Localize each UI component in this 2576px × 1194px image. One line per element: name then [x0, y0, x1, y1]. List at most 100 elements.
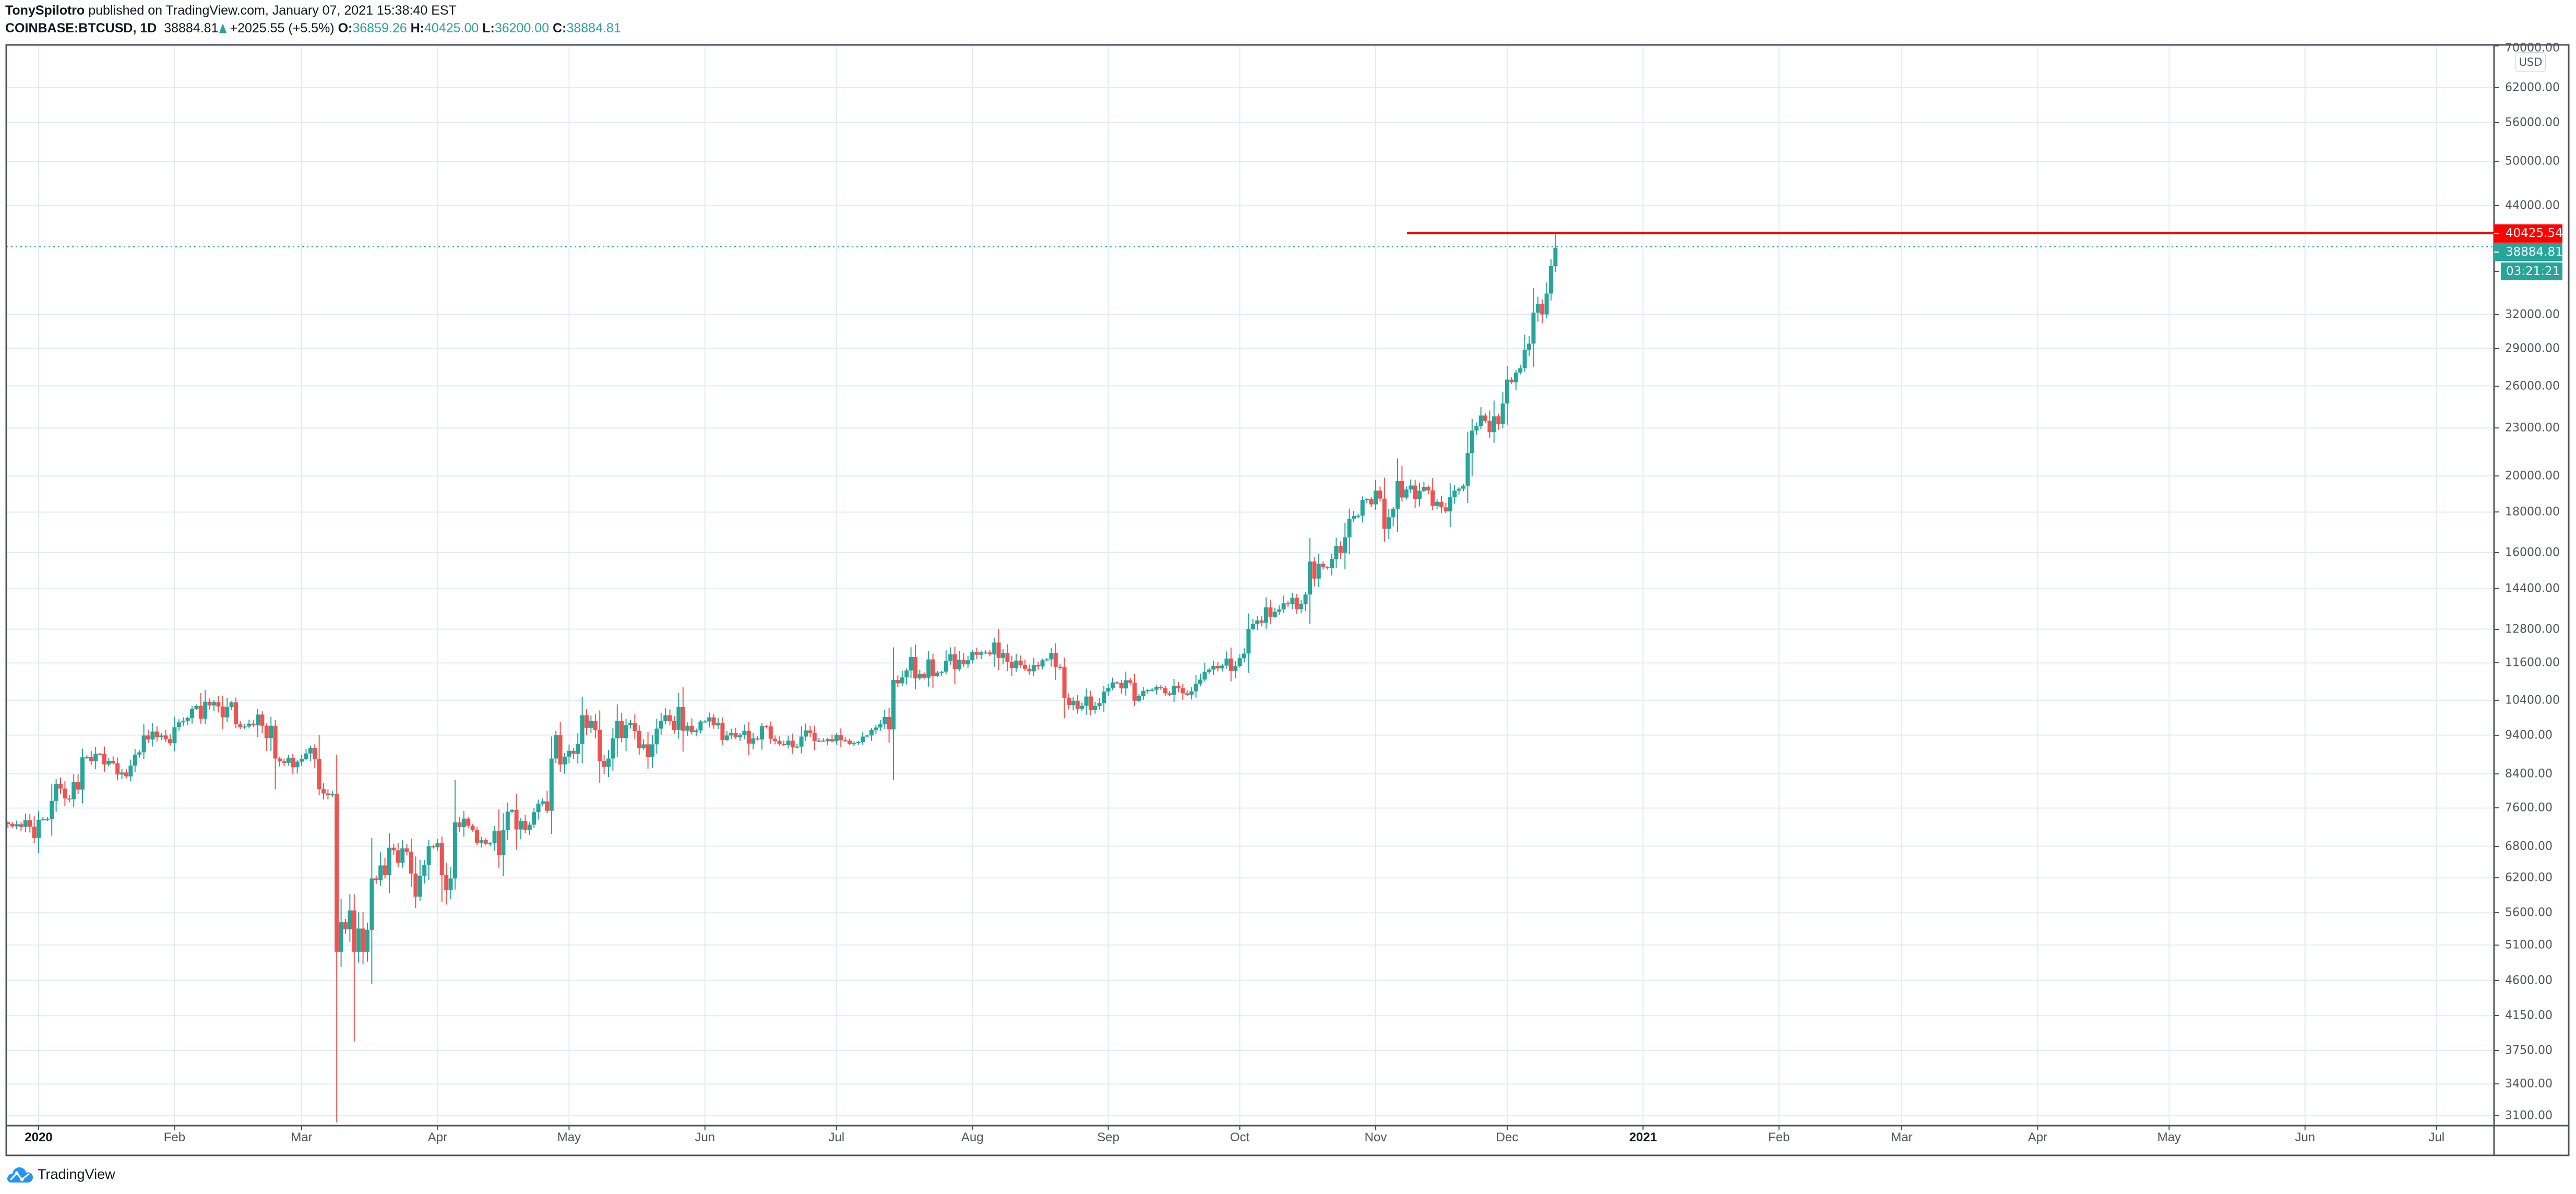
- price-tick: [2494, 1083, 2499, 1085]
- publish-text: published on TradingView.com, January 07…: [85, 3, 457, 18]
- price-axis-label: 16000.00: [2505, 546, 2560, 559]
- close-value: 38884.81: [566, 21, 621, 35]
- price-tick: [2494, 205, 2499, 206]
- price-tick: [2494, 807, 2499, 809]
- time-axis-label: Feb: [1768, 1130, 1790, 1144]
- time-axis-label: Jul: [2428, 1130, 2445, 1144]
- price-tick: [2494, 87, 2499, 88]
- price-axis-label: 11600.00: [2505, 656, 2560, 670]
- time-axis-label: Feb: [163, 1130, 186, 1144]
- price-tick: [2494, 1050, 2499, 1052]
- price-axis-label: 56000.00: [2505, 116, 2560, 129]
- bar-countdown-tag: 03:21:21: [2501, 262, 2562, 280]
- price-tick: [2494, 773, 2499, 774]
- currency-badge[interactable]: USD: [2515, 52, 2546, 72]
- price-tick: [2494, 475, 2499, 477]
- price-tick: [2494, 314, 2499, 315]
- price-tick: [2494, 588, 2499, 590]
- symbol-legend: COINBASE:BTCUSD, 1D 38884.81 +2025.55 (+5…: [5, 21, 621, 36]
- symbol-name: COINBASE:BTCUSD, 1D: [5, 21, 157, 35]
- price-tick: [2494, 980, 2499, 981]
- time-axis-label: Jun: [695, 1130, 715, 1144]
- price-tick: [2494, 385, 2499, 387]
- price-axis-label: 6200.00: [2505, 871, 2553, 885]
- up-arrow-icon: [219, 23, 227, 33]
- price-tick: [2494, 877, 2499, 879]
- price-axis-label: 5600.00: [2505, 906, 2553, 920]
- price-axis-label: 3750.00: [2505, 1044, 2553, 1057]
- price-tick: [2494, 734, 2499, 736]
- price-axis-label: 62000.00: [2505, 81, 2560, 94]
- price-axis-label: 50000.00: [2505, 154, 2560, 168]
- price-tick: [2494, 122, 2499, 123]
- price-axis-label: 4150.00: [2505, 1009, 2553, 1022]
- hline-tick: [2494, 233, 2499, 234]
- price-axis-label: 29000.00: [2505, 342, 2560, 355]
- countdown-tick: [2494, 271, 2499, 272]
- price-tick: [2494, 845, 2499, 847]
- time-axis-label: Sep: [1097, 1130, 1119, 1144]
- price-axis-label: 10400.00: [2505, 694, 2560, 707]
- price-axis-label: 14400.00: [2505, 582, 2560, 595]
- last-price-tick: [2494, 252, 2499, 253]
- price-tick: [2494, 628, 2499, 630]
- time-axis-label: Jul: [828, 1130, 845, 1144]
- close-label: C:: [553, 21, 567, 35]
- cloud-logo-icon: [7, 1167, 33, 1183]
- publish-info: TonySpilotro published on TradingView.co…: [5, 3, 457, 18]
- price-axis-label: 6800.00: [2505, 840, 2553, 853]
- price-axis-label: 32000.00: [2505, 308, 2560, 321]
- price-tick: [2494, 944, 2499, 946]
- price-axis-label: 44000.00: [2505, 199, 2560, 212]
- time-axis-label: Mar: [291, 1130, 313, 1144]
- time-axis-label: May: [2157, 1130, 2181, 1144]
- time-axis-label: 2021: [1629, 1130, 1657, 1144]
- candles: [6, 234, 1558, 1123]
- price-tick: [2494, 912, 2499, 914]
- time-axis-label: Dec: [1496, 1130, 1519, 1144]
- price-axis-label: 9400.00: [2505, 729, 2553, 742]
- price-axis-label: 3100.00: [2505, 1109, 2553, 1123]
- price-tick: [2494, 427, 2499, 429]
- price-tick: [2494, 161, 2499, 162]
- time-axis-label: Apr: [427, 1130, 448, 1144]
- price-tick: [2494, 1115, 2499, 1117]
- price-tick: [2494, 700, 2499, 701]
- time-axis-label: Aug: [961, 1130, 984, 1144]
- price-axis-label: 7600.00: [2505, 801, 2553, 815]
- price-axis-label: 8400.00: [2505, 767, 2553, 781]
- time-axis-label: May: [557, 1130, 581, 1144]
- time-axis-label: Mar: [1891, 1130, 1913, 1144]
- horizontal-line-price-tag: 40425.54: [2494, 224, 2563, 243]
- time-axis-label: Nov: [1364, 1130, 1387, 1144]
- high-value: 40425.00: [424, 21, 479, 35]
- price-axis-label: 18000.00: [2505, 505, 2560, 519]
- open-label: O:: [338, 21, 353, 35]
- price-axis-label: 5100.00: [2505, 938, 2553, 952]
- last-price-value: 38884.81: [164, 21, 219, 35]
- author-name[interactable]: TonySpilotro: [5, 3, 85, 18]
- price-axis-label: 4600.00: [2505, 974, 2553, 987]
- open-value: 36859.26: [352, 21, 407, 35]
- price-axis-label: 12800.00: [2505, 623, 2560, 636]
- price-tick: [2494, 552, 2499, 553]
- change-value: +2025.55 (+5.5%): [230, 21, 335, 35]
- price-tick: [2494, 511, 2499, 513]
- chart-grid: [6, 45, 2494, 1126]
- high-label: H:: [410, 21, 424, 35]
- low-label: L:: [482, 21, 495, 35]
- time-axis-label: Apr: [2028, 1130, 2048, 1144]
- price-tick: [2494, 1015, 2499, 1017]
- time-axis-label: Oct: [1230, 1130, 1250, 1144]
- chart-overlays: [6, 232, 2494, 247]
- price-tick: [2494, 662, 2499, 664]
- price-axis-label: 20000.00: [2505, 469, 2560, 483]
- price-tick: [2494, 45, 2499, 47]
- price-axis-label: 26000.00: [2505, 379, 2560, 393]
- price-tick: [2494, 348, 2499, 349]
- time-axis-label: Jun: [2295, 1130, 2316, 1144]
- price-axis-label: 3400.00: [2505, 1077, 2553, 1091]
- tradingview-logo[interactable]: TradingView: [6, 1165, 115, 1184]
- low-value: 36200.00: [494, 21, 550, 35]
